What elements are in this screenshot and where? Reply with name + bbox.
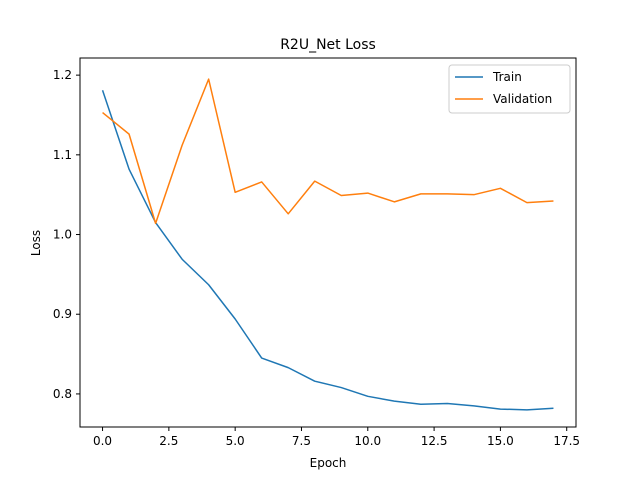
chart-title: R2U_Net Loss	[280, 37, 376, 53]
x-tick-label: 10.0	[354, 434, 381, 448]
y-tick-label: 0.9	[53, 307, 72, 321]
legend: Train Validation	[448, 64, 571, 114]
series-line-validation	[102, 78, 554, 225]
y-axis: 0.8 0.9 1.0 1.1 1.2	[53, 68, 80, 401]
x-axis: 0.0 2.5 5.0 7.5 10.0 12.5 15.0 17.5	[93, 427, 580, 448]
x-tick-label: 7.5	[292, 434, 311, 448]
legend-label-validation: Validation	[493, 92, 552, 106]
y-tick-label: 1.2	[53, 68, 72, 82]
plot-frame	[79, 57, 577, 428]
x-axis-label: Epoch	[310, 456, 347, 470]
legend-label-train: Train	[492, 70, 522, 84]
x-tick-label: 17.5	[553, 434, 580, 448]
x-tick-label: 12.5	[421, 434, 448, 448]
x-tick-label: 0.0	[93, 434, 112, 448]
y-axis-label: Loss	[29, 230, 43, 256]
series-layer	[101, 78, 554, 411]
y-tick-label: 1.1	[53, 148, 72, 162]
y-tick-label: 0.8	[53, 387, 72, 401]
y-tick-label: 1.0	[53, 228, 72, 242]
x-tick-label: 5.0	[226, 434, 245, 448]
x-tick-label: 2.5	[159, 434, 178, 448]
x-tick-label: 15.0	[487, 434, 514, 448]
series-line-train	[101, 90, 554, 411]
